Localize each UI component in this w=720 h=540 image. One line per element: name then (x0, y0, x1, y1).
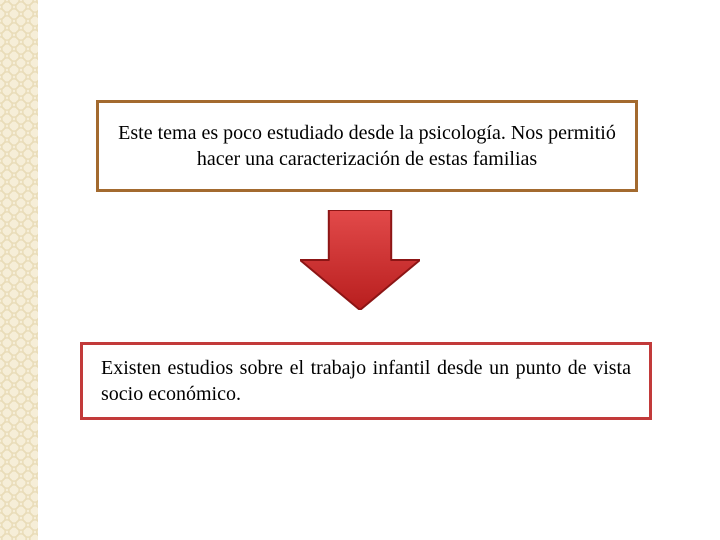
down-arrow (300, 210, 420, 310)
top-text: Este tema es poco estudiado desde la psi… (117, 120, 617, 172)
slide-canvas: Este tema es poco estudiado desde la psi… (0, 0, 720, 540)
bottom-text: Existen estudios sobre el trabajo infant… (101, 355, 631, 407)
left-border-pattern (0, 0, 38, 540)
bottom-text-box: Existen estudios sobre el trabajo infant… (80, 342, 652, 420)
top-text-box: Este tema es poco estudiado desde la psi… (96, 100, 638, 192)
